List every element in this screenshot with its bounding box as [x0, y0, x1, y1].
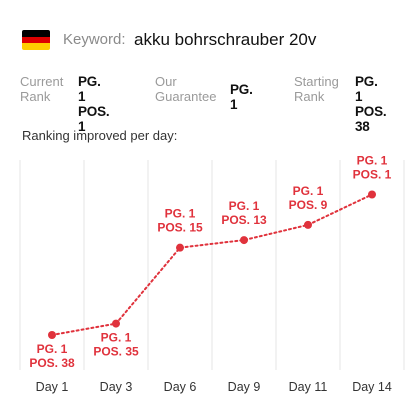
keyword-value: akku bohrschrauber 20v [134, 30, 317, 49]
point-label-position: POS. 1 [353, 168, 392, 182]
germany-flag-icon [22, 30, 50, 50]
data-point [368, 190, 376, 199]
current-rank-label-line1: Current [20, 74, 64, 89]
x-tick-label: Day 9 [228, 380, 261, 394]
point-label-page: PG. 1 [293, 184, 324, 198]
guarantee-label-line1: Our [155, 74, 177, 89]
starting-rank-position: POS. 38 [355, 104, 387, 134]
point-label-position: POS. 15 [157, 221, 203, 235]
current-rank-position: POS. 1 [78, 104, 110, 134]
current-rank-stat: Current Rank PG. 1 POS. 1 [20, 74, 110, 134]
current-rank-page: PG. 1 [78, 74, 101, 104]
guarantee-value: PG. 1 [230, 82, 253, 112]
x-tick-label: Day 6 [164, 380, 197, 394]
data-point [240, 236, 248, 245]
point-label-page: PG. 1 [357, 154, 388, 168]
data-point [304, 220, 312, 229]
point-label-page: PG. 1 [165, 207, 196, 221]
point-label-position: POS. 35 [93, 345, 139, 359]
point-label-page: PG. 1 [229, 199, 260, 213]
point-label-page: PG. 1 [37, 342, 68, 356]
starting-rank-label-line2: Rank [294, 89, 325, 104]
guarantee-label-line2: Guarantee [155, 89, 217, 104]
starting-rank-label-line1: Starting [294, 74, 339, 89]
data-point [48, 331, 56, 339]
series-line [51, 193, 373, 336]
data-point [112, 319, 120, 328]
point-label-position: POS. 38 [29, 356, 75, 370]
guarantee-stat: Our Guarantee PG. 1 [155, 74, 253, 112]
x-tick-label: Day 1 [36, 380, 69, 394]
x-tick-label: Day 11 [289, 380, 328, 394]
data-point [176, 243, 184, 252]
point-label-position: POS. 13 [221, 213, 267, 227]
current-rank-label-line2: Rank [20, 89, 51, 104]
starting-rank-page: PG. 1 [355, 74, 378, 104]
chart-title: Ranking improved per day: [22, 128, 178, 143]
starting-rank-stat: Starting Rank PG. 1 POS. 38 [294, 74, 387, 134]
keyword-label: Keyword: [63, 31, 126, 48]
x-tick-label: Day 14 [352, 380, 392, 394]
x-tick-label: Day 3 [100, 380, 133, 394]
point-label-position: POS. 9 [289, 198, 328, 212]
point-label-page: PG. 1 [101, 331, 132, 345]
